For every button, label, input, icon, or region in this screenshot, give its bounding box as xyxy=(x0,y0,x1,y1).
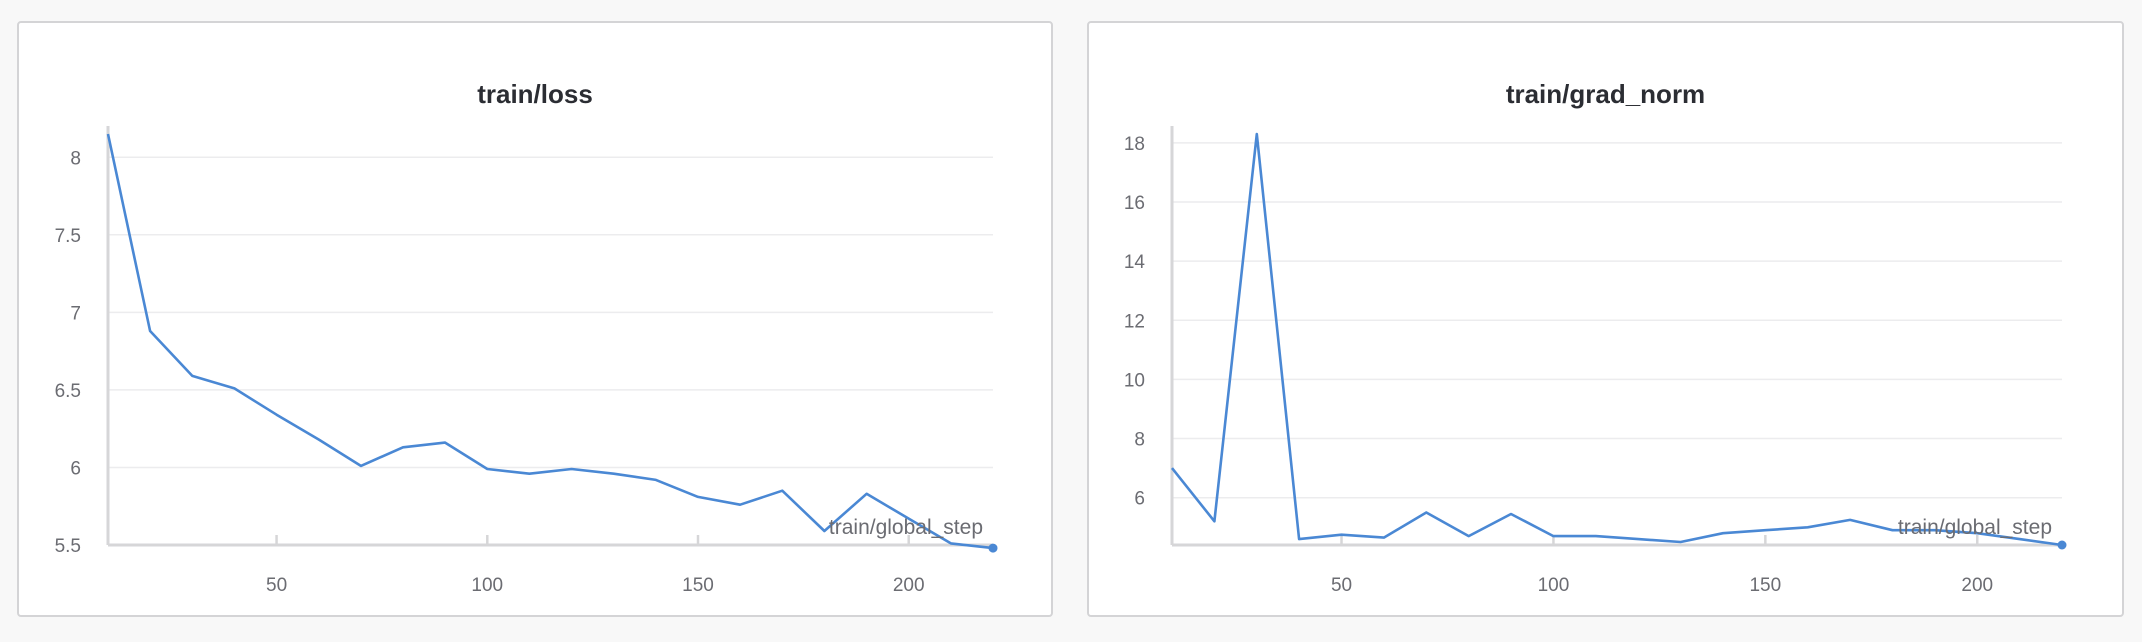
last-point-marker[interactable] xyxy=(988,543,998,553)
series-line[interactable] xyxy=(1170,132,2063,547)
y-tick-label: 7.5 xyxy=(55,226,81,247)
x-tick-label: 100 xyxy=(471,575,503,596)
y-tick-label: 8 xyxy=(1134,430,1145,451)
x-tick-label: 100 xyxy=(1538,575,1570,596)
y-tick-label: 6 xyxy=(70,458,81,479)
y-tick-label: 8 xyxy=(70,148,81,169)
series-line[interactable] xyxy=(106,133,994,550)
y-tick-label: 12 xyxy=(1124,311,1145,332)
y-tick-label: 16 xyxy=(1124,193,1145,214)
x-tick-label: 50 xyxy=(1331,575,1352,596)
y-tick-label: 5.5 xyxy=(55,536,81,557)
chart-title: train/grad_norm xyxy=(1505,79,1706,109)
chart-panel-train-loss[interactable]: train/loss 5.5 6 6.5 7 7.5 8 50 100 150 200 train/… xyxy=(17,21,1053,617)
last-point-marker[interactable] xyxy=(2057,540,2067,550)
y-tick-label: 18 xyxy=(1124,134,1145,155)
x-tick-label: 200 xyxy=(1961,575,1993,596)
x-tick-label: 150 xyxy=(682,575,714,596)
chart-panel-train-grad-norm[interactable]: train/grad_norm 6 8 10 12 14 16 18 50 100 150 200 t… xyxy=(1087,21,2124,617)
x-tick-label: 200 xyxy=(893,575,925,596)
y-tick-label: 7 xyxy=(70,303,81,324)
y-tick-label: 6.5 xyxy=(55,381,81,402)
x-axis-label: train/global_step xyxy=(1898,516,2052,539)
y-tick-label: 14 xyxy=(1124,252,1146,273)
line-chart-train-grad-norm[interactable]: 6 8 10 12 14 16 18 50 100 150 200 train/global_step xyxy=(1089,23,2126,619)
x-axis-label: train/global_step xyxy=(829,516,983,539)
line-chart-train-loss[interactable]: 5.5 6 6.5 7 7.5 8 50 100 150 200 train/global_step xyxy=(19,23,1055,619)
x-tick-label: 150 xyxy=(1749,575,1781,596)
y-tick-label: 6 xyxy=(1134,489,1145,510)
x-tick-label: 50 xyxy=(266,575,287,596)
chart-title: train/loss xyxy=(477,79,593,109)
y-tick-label: 10 xyxy=(1124,370,1145,391)
